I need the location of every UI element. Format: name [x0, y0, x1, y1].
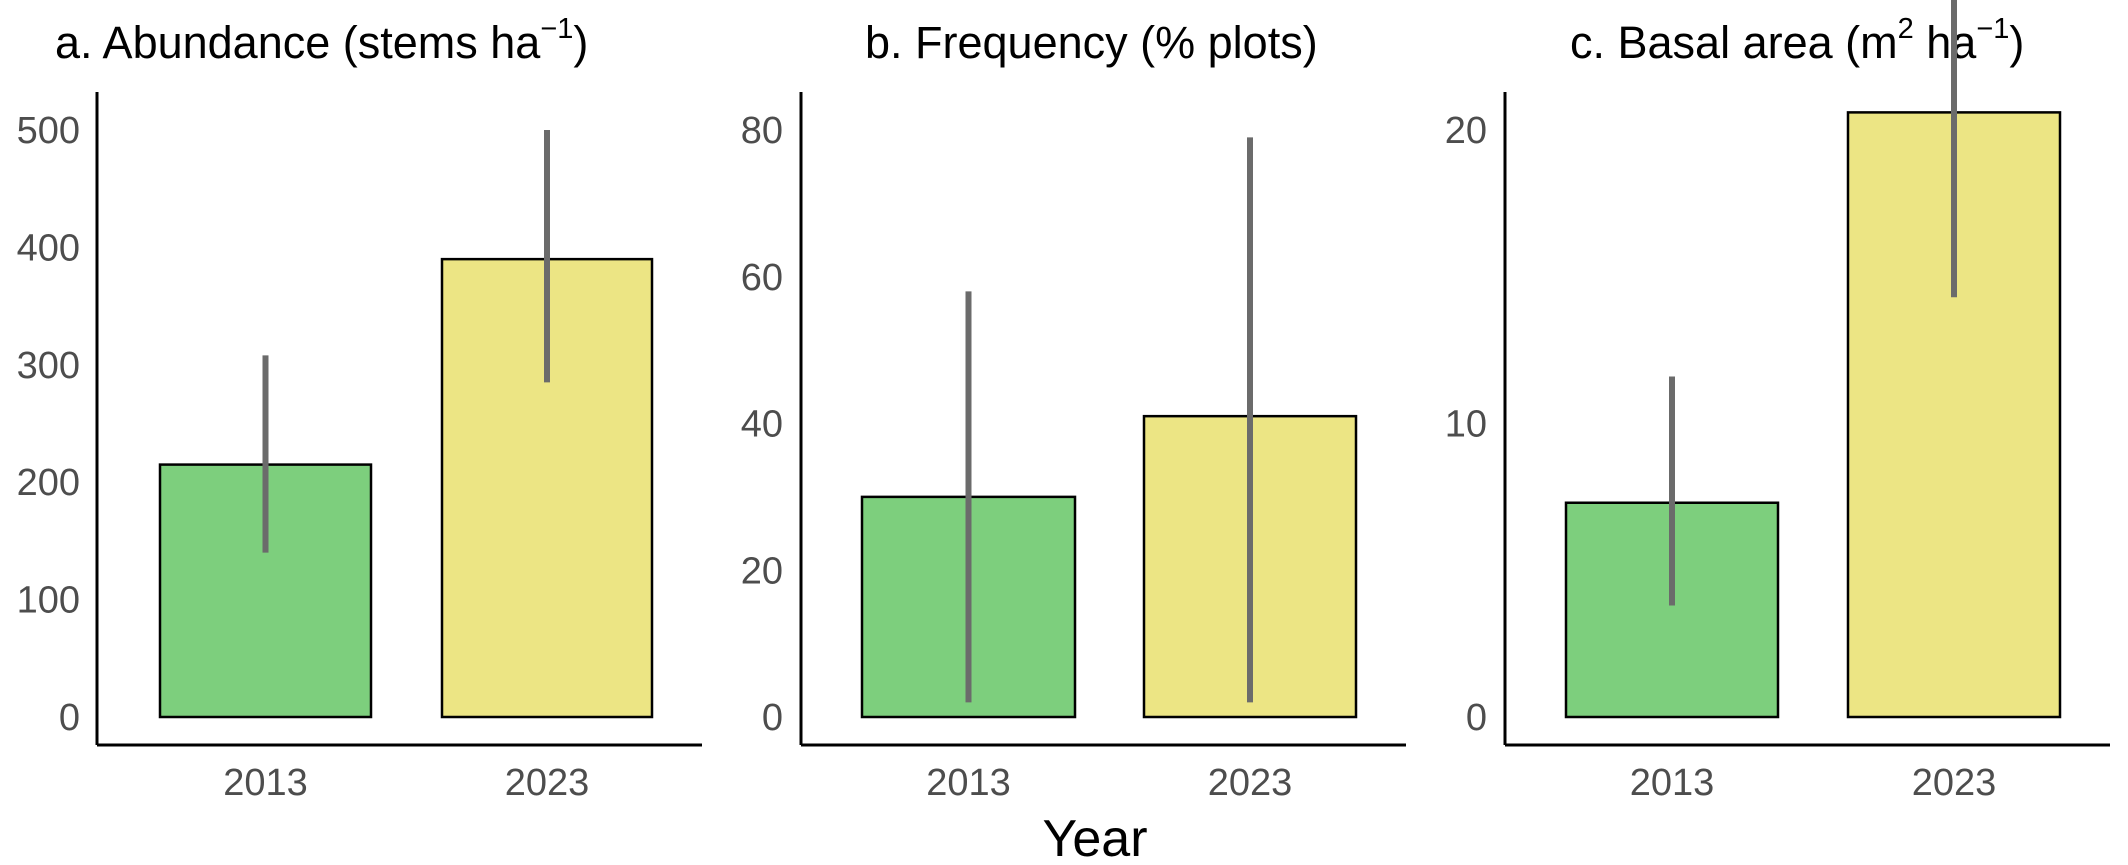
y-tick-label: 10 — [1445, 404, 1487, 446]
panel-b-frequency: 0 20 40 60 80 2013 2023 — [741, 92, 1406, 804]
x-tick-label: 2023 — [1912, 762, 1997, 804]
y-tick-label: 0 — [59, 697, 80, 739]
x-axis-title: Year — [1042, 810, 1147, 865]
x-tick-label: 2013 — [926, 762, 1011, 804]
y-tick-label: 20 — [741, 550, 783, 592]
y-tick-label: 200 — [17, 462, 80, 504]
y-tick-label: 100 — [17, 580, 80, 622]
y-tick-label: 300 — [17, 345, 80, 387]
panel-a-title: a. Abundance (stems ha−1) — [55, 13, 588, 68]
y-tick-label: 0 — [762, 697, 783, 739]
y-tick-label: 20 — [1445, 110, 1487, 152]
x-tick-label: 2023 — [1208, 762, 1293, 804]
y-tick-label: 500 — [17, 110, 80, 152]
panel-a-abundance: 0 100 200 300 400 500 2013 2023 — [17, 92, 702, 804]
y-tick-label: 40 — [741, 404, 783, 446]
y-tick-label: 60 — [741, 257, 783, 299]
x-tick-label: 2023 — [505, 762, 590, 804]
panel-c-basal-area: 0 10 20 2013 2023 — [1445, 0, 2110, 804]
y-tick-label: 0 — [1466, 697, 1487, 739]
x-tick-label: 2013 — [1630, 762, 1715, 804]
panel-c-title: c. Basal area (m2 ha−1) — [1570, 13, 2024, 68]
y-tick-label: 400 — [17, 227, 80, 269]
y-tick-label: 80 — [741, 110, 783, 152]
x-tick-label: 2013 — [223, 762, 308, 804]
panel-b-title: b. Frequency (% plots) — [865, 17, 1318, 68]
